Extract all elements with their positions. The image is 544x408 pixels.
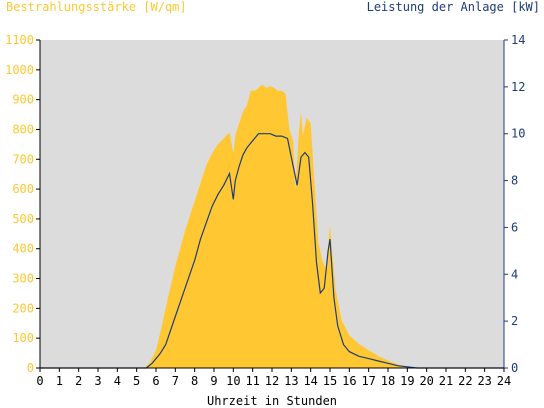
irradiance-area <box>40 84 504 368</box>
left-tick-label: 1000 <box>5 63 34 77</box>
x-tick-label: 0 <box>36 374 43 388</box>
x-tick-label: 5 <box>133 374 140 388</box>
x-tick-label: 8 <box>191 374 198 388</box>
left-tick-label: 700 <box>12 152 34 166</box>
x-tick-label: 15 <box>323 374 337 388</box>
x-tick-label: 7 <box>172 374 179 388</box>
right-tick-label: 8 <box>511 174 518 188</box>
left-tick-label: 100 <box>12 331 34 345</box>
left-tick-label: 300 <box>12 272 34 286</box>
right-tick-label: 6 <box>511 220 518 234</box>
x-tick-label: 12 <box>265 374 279 388</box>
left-tick-label: 200 <box>12 301 34 315</box>
right-tick-label: 14 <box>511 33 525 47</box>
x-tick-label: 11 <box>245 374 259 388</box>
x-axis-title: Uhrzeit in Stunden <box>206 394 338 408</box>
x-tick-label: 3 <box>94 374 101 388</box>
right-tick-label: 2 <box>511 314 518 328</box>
right-tick-label: 10 <box>511 127 525 141</box>
left-tick-label: 800 <box>12 122 34 136</box>
x-tick-label: 6 <box>152 374 159 388</box>
right-axis-title: Leistung der Anlage [kW] <box>366 0 540 14</box>
x-tick-label: 9 <box>210 374 217 388</box>
left-tick-label: 900 <box>12 93 34 107</box>
right-tick-label: 0 <box>511 361 518 375</box>
left-tick-label: 600 <box>12 182 34 196</box>
x-tick-label: 21 <box>439 374 453 388</box>
right-tick-label: 12 <box>511 80 525 94</box>
x-tick-label: 4 <box>114 374 121 388</box>
x-tick-label: 23 <box>477 374 491 388</box>
left-axis-title: Bestrahlungsstärke [W/qm] <box>6 0 187 14</box>
x-tick-label: 18 <box>381 374 395 388</box>
x-tick-label: 19 <box>400 374 414 388</box>
x-tick-label: 22 <box>458 374 472 388</box>
power-line <box>40 133 504 369</box>
left-tick-label: 400 <box>12 242 34 256</box>
x-tick-label: 16 <box>342 374 356 388</box>
x-tick-label: 14 <box>303 374 317 388</box>
x-tick-label: 2 <box>75 374 82 388</box>
right-tick-label: 4 <box>511 267 518 281</box>
x-tick-label: 1 <box>56 374 63 388</box>
x-tick-label: 20 <box>419 374 433 388</box>
left-tick-label: 1100 <box>5 33 34 47</box>
left-tick-label: 0 <box>27 361 34 375</box>
x-tick-label: 10 <box>226 374 240 388</box>
x-tick-label: 24 <box>497 374 511 388</box>
x-tick-label: 13 <box>284 374 298 388</box>
x-tick-label: 17 <box>361 374 375 388</box>
left-tick-label: 500 <box>12 212 34 226</box>
